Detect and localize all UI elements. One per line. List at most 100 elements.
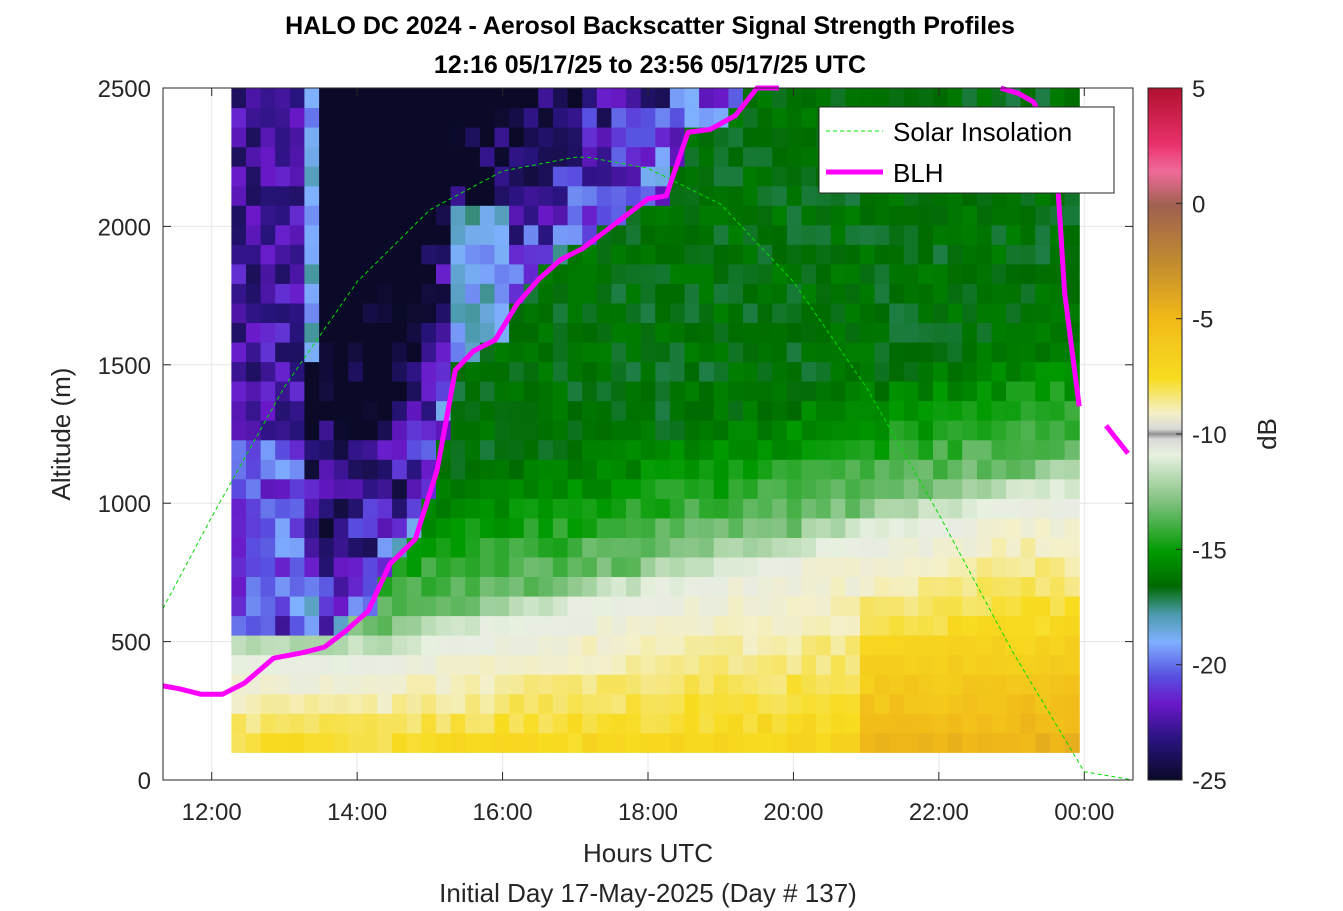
heatmap-cell xyxy=(450,576,466,597)
heatmap-cell xyxy=(655,88,671,109)
heatmap-cell xyxy=(582,459,598,480)
heatmap-cell xyxy=(801,576,817,597)
heatmap-cell xyxy=(552,205,569,226)
heatmap-cell xyxy=(772,381,788,402)
heatmap-cell xyxy=(289,302,305,323)
heatmap-cell xyxy=(552,88,569,109)
heatmap-cell xyxy=(538,635,554,656)
heatmap-cell xyxy=(743,224,759,245)
heatmap-cell xyxy=(874,693,890,714)
heatmap-cell xyxy=(786,420,802,441)
heatmap-cell xyxy=(976,361,993,382)
heatmap-cell xyxy=(494,224,510,245)
heatmap-cell xyxy=(874,263,890,284)
heatmap-cell xyxy=(275,205,291,226)
heatmap-cell xyxy=(713,322,729,343)
heatmap-cell xyxy=(392,224,408,245)
heatmap-cell xyxy=(377,342,393,363)
heatmap-cell xyxy=(772,674,788,695)
heatmap-cell xyxy=(640,517,656,538)
heatmap-cell xyxy=(816,263,832,284)
heatmap-cell xyxy=(275,498,291,519)
heatmap-cell xyxy=(728,654,744,675)
heatmap-cell xyxy=(757,205,773,226)
heatmap-cell xyxy=(1006,674,1022,695)
heatmap-cell xyxy=(816,283,832,304)
heatmap-cell xyxy=(1006,342,1022,363)
heatmap-cell xyxy=(1020,205,1036,226)
heatmap-cell xyxy=(830,283,846,304)
heatmap-cell xyxy=(377,224,393,245)
heatmap-cell xyxy=(333,556,349,577)
heatmap-cell xyxy=(801,127,817,148)
heatmap-cell xyxy=(874,498,890,519)
heatmap-cell xyxy=(991,556,1007,577)
heatmap-cell xyxy=(1006,537,1022,558)
heatmap-cell xyxy=(567,185,583,206)
heatmap-cell xyxy=(903,302,919,323)
heatmap-cell xyxy=(260,205,276,226)
heatmap-cell xyxy=(333,654,349,675)
heatmap-cell xyxy=(304,498,320,519)
heatmap-cell xyxy=(757,244,773,265)
heatmap-cell xyxy=(582,654,598,675)
heatmap-cell xyxy=(319,478,335,499)
heatmap-cell xyxy=(596,342,612,363)
heatmap-cell xyxy=(859,478,876,499)
heatmap-cell xyxy=(669,400,686,421)
heatmap-cell xyxy=(479,283,496,304)
colorbar-tick-label: -20 xyxy=(1192,653,1227,680)
heatmap-cell xyxy=(275,713,291,734)
heatmap-cell xyxy=(289,205,305,226)
heatmap-cell xyxy=(450,107,466,128)
heatmap-cell xyxy=(479,674,496,695)
heatmap-cell xyxy=(421,263,437,284)
heatmap-cell xyxy=(465,478,481,499)
heatmap-cell xyxy=(903,693,919,714)
heatmap-cell xyxy=(319,107,335,128)
heatmap-cell xyxy=(640,361,656,382)
heatmap-cell xyxy=(874,283,890,304)
heatmap-cell xyxy=(348,459,364,480)
heatmap-cell xyxy=(494,478,510,499)
heatmap-cell xyxy=(684,88,700,109)
heatmap-cell xyxy=(567,263,583,284)
heatmap-cell xyxy=(450,224,466,245)
heatmap-cell xyxy=(976,596,993,617)
heatmap-cell xyxy=(684,146,700,167)
heatmap-cell xyxy=(319,693,335,714)
heatmap-cell xyxy=(523,244,539,265)
heatmap-cell xyxy=(772,283,788,304)
heatmap-cell xyxy=(582,498,598,519)
heatmap-cell xyxy=(874,244,890,265)
heatmap-cell xyxy=(743,596,759,617)
heatmap-cell xyxy=(611,556,627,577)
heatmap-cell xyxy=(552,537,569,558)
heatmap-cell xyxy=(669,635,686,656)
heatmap-cell xyxy=(509,88,525,109)
heatmap-cell xyxy=(757,302,773,323)
heatmap-cell xyxy=(1006,596,1022,617)
heatmap-cell xyxy=(947,693,963,714)
heatmap-cell xyxy=(596,478,612,499)
heatmap-cell xyxy=(859,342,876,363)
heatmap-cell xyxy=(889,635,905,656)
heatmap-cell xyxy=(991,400,1007,421)
heatmap-cell xyxy=(450,478,466,499)
heatmap-cell xyxy=(304,400,320,421)
heatmap-cell xyxy=(231,517,247,538)
heatmap-cell xyxy=(289,107,305,128)
heatmap-cell xyxy=(450,693,466,714)
heatmap-cell xyxy=(231,166,247,187)
heatmap-cell xyxy=(743,342,759,363)
heatmap-cell xyxy=(801,439,817,460)
heatmap-cell xyxy=(713,166,729,187)
heatmap-cell xyxy=(421,420,437,441)
heatmap-cell xyxy=(275,459,291,480)
heatmap-cell xyxy=(684,674,700,695)
heatmap-cell xyxy=(509,517,525,538)
heatmap-cell xyxy=(874,302,890,323)
heatmap-cell xyxy=(523,166,539,187)
heatmap-cell xyxy=(450,635,466,656)
heatmap-cell xyxy=(406,420,422,441)
